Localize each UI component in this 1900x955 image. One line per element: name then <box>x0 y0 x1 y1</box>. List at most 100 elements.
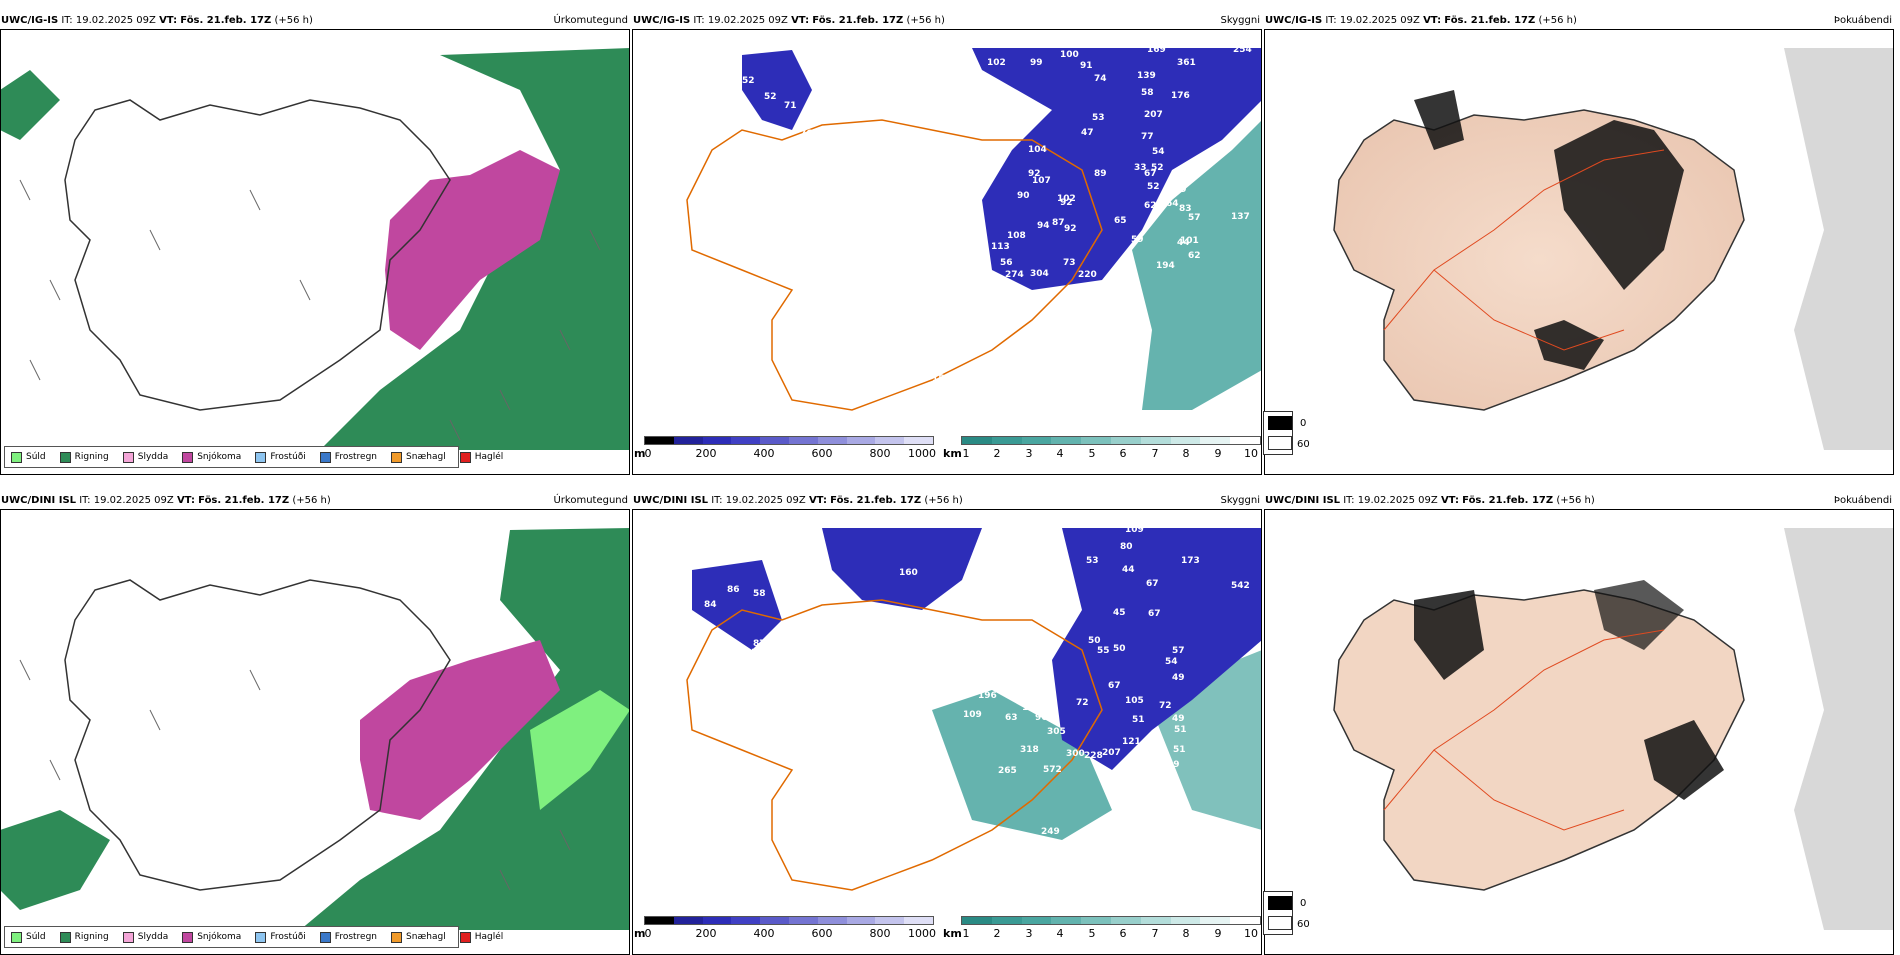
fog-map <box>1264 30 1894 450</box>
ceiling-tick: 800 <box>869 447 891 460</box>
cloud-map: 109 80 173 53 44 67 542 160 84 86 58 82 45 67 87 126 47 5… <box>632 510 1262 930</box>
panel-title: Úrkomutegund <box>553 495 628 506</box>
ceiling-value-label: 109 <box>1125 525 1144 535</box>
ceiling-value-label: 72 <box>1159 701 1172 711</box>
low-ceiling-ne <box>1052 528 1262 770</box>
ceiling-value-label: 207 <box>1102 748 1121 758</box>
vis-tick: 8 <box>1182 447 1190 460</box>
ceiling-value-label: 51 <box>1132 715 1145 725</box>
ceiling-value-label: 71 <box>784 101 797 111</box>
ceiling-value-label: 54 <box>1165 657 1178 667</box>
low-visibility-sea <box>932 690 1112 840</box>
ceiling-value-label: 102 <box>1057 194 1076 204</box>
ceiling-value-label: 126 <box>745 648 764 658</box>
ceiling-value-label: 47 <box>781 651 794 661</box>
panel-header: UWC/DINI ISL IT: 19.02.2025 09Z VT: Fös.… <box>1264 493 1894 509</box>
ceiling-tick: 0 <box>644 927 652 940</box>
legend-item: Snjókoma <box>182 931 241 943</box>
vis-tick: 3 <box>1025 447 1033 460</box>
ceiling-value-label: 304 <box>1030 269 1049 279</box>
ceiling-value-label: 101 <box>1180 236 1199 246</box>
legend-item: Rigning <box>59 451 109 463</box>
ceiling-value-label: 52 <box>764 92 777 102</box>
vis-tick: 9 <box>1214 447 1222 460</box>
ceiling-value-label: 57 <box>1172 646 1185 656</box>
ceiling-value-label: 74 <box>900 365 913 375</box>
ceiling-value-label: 111 <box>770 658 789 668</box>
ceiling-value-label: 44 <box>1177 238 1190 248</box>
vis-tick: 8 <box>1182 927 1190 940</box>
ceiling-value-label: 109 <box>963 710 982 720</box>
ceiling-value-label: 100 <box>1060 50 1079 60</box>
vis-tick: 4 <box>1056 447 1064 460</box>
ceiling-tick: 1000 <box>908 927 936 940</box>
legend-item: Frostúði <box>255 931 306 943</box>
ceiling-tick: 200 <box>695 447 717 460</box>
low-ceiling-north <box>972 48 1262 290</box>
fog-dark-3 <box>1414 90 1464 150</box>
ceiling-value-label: 107 <box>1032 176 1051 186</box>
ceiling-value-label: 65 <box>1114 216 1127 226</box>
ceiling-value-label: 572 <box>1043 765 1062 775</box>
legend-item: Súld <box>11 451 46 463</box>
legend-item: Snjókoma <box>182 451 241 463</box>
vis-tick: 4 <box>1056 927 1064 940</box>
ceiling-value-label: 194 <box>1156 261 1175 271</box>
ceiling-value-label: 50 <box>1088 636 1101 646</box>
ceiling-value-label: 92 <box>1060 198 1073 208</box>
vis-tick: 2 <box>993 447 1001 460</box>
ceiling-value-label: 51 <box>1174 725 1187 735</box>
rain-area-sw <box>0 810 110 910</box>
fog-map <box>1264 510 1894 930</box>
ceiling-value-label: 207 <box>1144 110 1163 120</box>
ceiling-value-label: 108 <box>1007 231 1026 241</box>
fog-legend-top <box>1263 411 1293 455</box>
wind-barbs <box>19 179 601 441</box>
ceiling-tick: 1000 <box>908 447 936 460</box>
ceiling-value-label: 220 <box>1078 270 1097 280</box>
precip-map <box>0 30 630 450</box>
legend-item: Haglél <box>459 451 503 463</box>
panel-header: UWC/DINI ISL IT: 19.02.2025 09Z VT: Fös.… <box>0 493 630 509</box>
ceiling-tick: 400 <box>753 927 775 940</box>
ceiling-value-label: 33 <box>1134 163 1147 173</box>
ceiling-value-label: 249 <box>1041 827 1060 837</box>
precip-legend: Súld Rigning Slydda Snjókoma Frostúði Fr… <box>4 926 503 948</box>
ceiling-value-label: 62 <box>940 345 953 355</box>
vis-tick: 5 <box>1088 927 1096 940</box>
vis-tick: 6 <box>1119 447 1127 460</box>
ceiling-value-label: 361 <box>1177 58 1196 68</box>
low-ceiling-nw <box>742 50 812 130</box>
legend-item: Rigning <box>59 931 109 943</box>
panel-header: UWC/DINI ISL IT: 19.02.2025 09Z VT: Fös.… <box>632 493 1262 509</box>
ceiling-value-label: 87 <box>1052 218 1065 228</box>
ceiling-value-label: 118 <box>777 663 796 673</box>
precip-map <box>0 510 630 930</box>
fog-legend-label: 60 <box>1297 919 1310 930</box>
vis-tick: 9 <box>1214 927 1222 940</box>
ceiling-value-label: 52 <box>742 76 755 86</box>
cloud-panel-bottom: UWC/DINI ISL IT: 19.02.2025 09Z VT: Fös.… <box>632 493 1262 955</box>
panel-title: Þokuábendi <box>1833 15 1892 26</box>
ceiling-value-label: 55 <box>1097 646 1110 656</box>
panel-title: Skyggni <box>1220 15 1260 26</box>
low-ceiling-nw <box>692 560 782 650</box>
iceland-outline <box>686 119 1103 411</box>
fog-dark-2 <box>1644 720 1724 800</box>
ceiling-value-label: 92 <box>1064 224 1077 234</box>
ceiling-value-label: 67 <box>1148 609 1161 619</box>
ceiling-value-label: 228 <box>1084 751 1103 761</box>
rain-area-east <box>300 528 630 930</box>
ceiling-value-label: 19 <box>942 385 955 395</box>
ceiling-value-label: 53 <box>1092 113 1105 123</box>
fog-panel-top: UWC/IG-IS IT: 19.02.2025 09Z VT: Fös. 21… <box>1264 13 1894 475</box>
ceiling-value-label: 542 <box>1231 581 1250 591</box>
ceiling-value-label: 49 <box>1172 714 1185 724</box>
legend-item: Snæhagl <box>391 451 446 463</box>
fog-legend-bottom <box>1263 891 1293 935</box>
precip-panel-top: UWC/IG-IS IT: 19.02.2025 09Z VT: Fös. 21… <box>0 13 630 475</box>
ceiling-value-label: 15 <box>932 374 945 384</box>
ceiling-value-label: 84 <box>704 600 717 610</box>
ceiling-value-label: 83 <box>1179 204 1192 214</box>
vis-tick: 6 <box>1119 927 1127 940</box>
